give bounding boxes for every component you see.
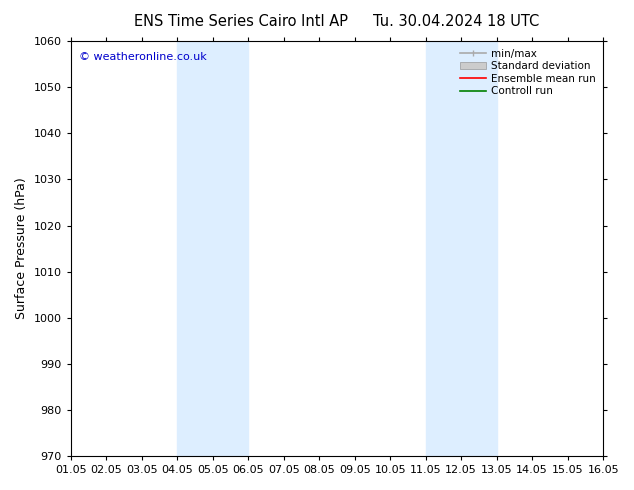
Text: ENS Time Series Cairo Intl AP: ENS Time Series Cairo Intl AP (134, 14, 348, 29)
Text: Tu. 30.04.2024 18 UTC: Tu. 30.04.2024 18 UTC (373, 14, 540, 29)
Bar (178, 41, 248, 456)
Y-axis label: Surface Pressure (hPa): Surface Pressure (hPa) (15, 178, 28, 319)
Bar (425, 41, 496, 456)
Text: © weatheronline.co.uk: © weatheronline.co.uk (79, 51, 207, 62)
Legend: min/max, Standard deviation, Ensemble mean run, Controll run: min/max, Standard deviation, Ensemble me… (458, 47, 598, 98)
